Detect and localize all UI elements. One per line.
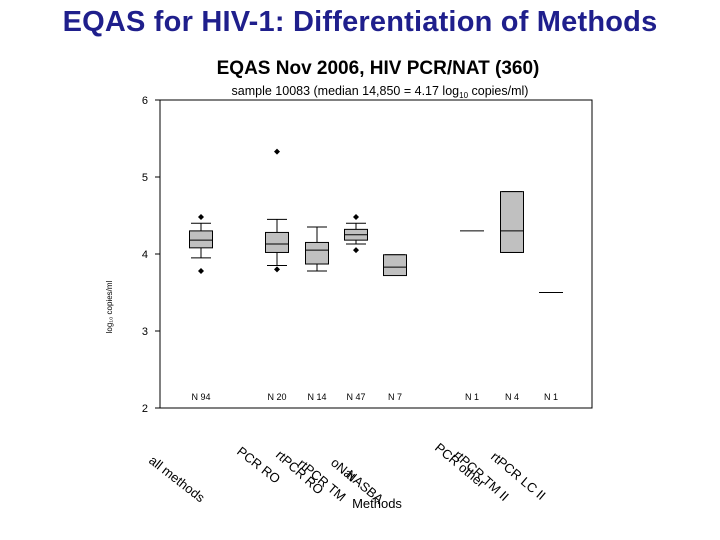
box-group [383,254,407,277]
chart-subtitle-suffix: copies/ml) [468,84,528,98]
outlier-point [274,266,280,273]
box-group [344,214,368,254]
category-label: PCR RO [234,444,283,487]
box-group [189,214,213,274]
outlier-point [353,247,359,254]
n-label: N 7 [388,392,402,402]
chart-subtitle-subscript: 10 [459,91,468,100]
box-iqr [189,230,213,249]
box-iqr [265,231,289,253]
outlier-point [353,214,359,221]
box-group [265,148,289,273]
n-label: N 47 [346,392,365,402]
box-series [189,148,563,293]
y-tick-label: 3 [142,326,148,338]
x-axis-title: Methods [352,496,402,511]
n-label: N 94 [191,392,210,402]
box-iqr [500,191,524,253]
box-group [305,226,329,272]
slide-title: EQAS for HIV-1: Differentiation of Metho… [62,6,658,38]
y-tick-label: 2 [142,403,148,415]
chart-subtitle-prefix: sample 10083 (median 14,850 = 4.17 log [232,84,460,98]
box-iqr [305,241,329,265]
n-label: N 1 [465,392,479,402]
outlier-point [274,148,280,155]
n-label: N 14 [307,392,326,402]
box-iqr [383,254,407,277]
plot-frame [159,99,593,409]
n-label: N 4 [505,392,519,402]
chart-title: EQAS Nov 2006, HIV PCR/NAT (360) [217,58,540,79]
category-label: all methods [146,453,208,506]
n-label: N 20 [267,392,286,402]
outlier-point [198,267,204,274]
n-labels: N 94 N 20 N 14 N 47 N 7 N 1 N 4 N 1 [191,392,558,402]
y-tick-label: 5 [142,172,148,184]
outlier-point [198,214,204,221]
y-tick-label: 4 [142,249,148,261]
n-label: N 1 [544,392,558,402]
chart-subtitle: sample 10083 (median 14,850 = 4.17 log10… [232,84,529,100]
y-tick-label: 6 [142,95,148,107]
y-axis: 2 3 4 5 6 [142,95,160,415]
y-axis-title: log₁₀ copies/ml [105,280,114,333]
box-group [500,191,524,253]
